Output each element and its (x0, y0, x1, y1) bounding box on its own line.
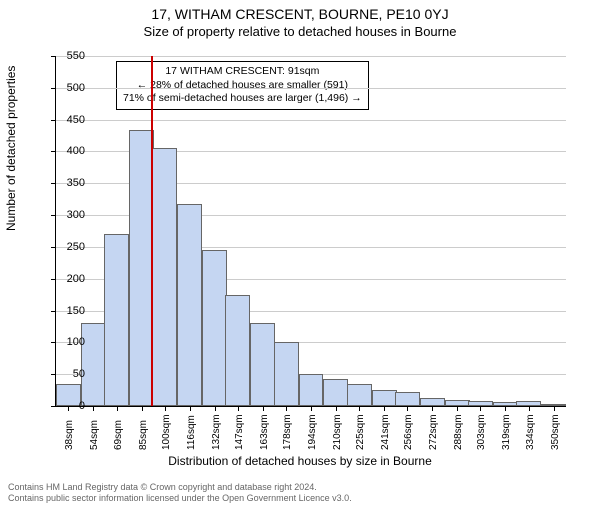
ytick-label: 50 (55, 368, 85, 380)
xtick-mark (190, 406, 191, 411)
xtick-label: 132sqm (211, 414, 222, 450)
property-marker-line (151, 56, 153, 406)
xtick-mark (457, 406, 458, 411)
xtick-label: 147sqm (234, 414, 245, 450)
xtick-mark (238, 406, 239, 411)
xtick-mark (215, 406, 216, 411)
xtick-mark (311, 406, 312, 411)
histogram-bar (299, 374, 324, 406)
ytick-label: 550 (55, 50, 85, 62)
xtick-mark (432, 406, 433, 411)
ytick-label: 0 (55, 400, 85, 412)
ytick-label: 150 (55, 305, 85, 317)
xtick-label: 163sqm (259, 414, 270, 450)
chart-subtitle: Size of property relative to detached ho… (0, 24, 600, 39)
footer-line1: Contains HM Land Registry data © Crown c… (8, 482, 352, 493)
histogram-bar (152, 148, 177, 406)
histogram-bar (202, 250, 227, 406)
ytick-label: 300 (55, 209, 85, 221)
xtick-mark (336, 406, 337, 411)
footer-attribution: Contains HM Land Registry data © Crown c… (8, 482, 352, 504)
ytick-label: 350 (55, 177, 85, 189)
xtick-mark (505, 406, 506, 411)
histogram-bar (420, 398, 445, 406)
xtick-label: 210sqm (332, 414, 343, 450)
histogram-bar (274, 342, 299, 406)
y-axis-label: Number of detached properties (4, 66, 18, 231)
xtick-mark (480, 406, 481, 411)
xtick-label: 69sqm (113, 420, 124, 450)
xtick-label: 38sqm (64, 420, 75, 450)
histogram-bar (104, 234, 129, 406)
xtick-label: 256sqm (403, 414, 414, 450)
xtick-mark (165, 406, 166, 411)
xtick-mark (529, 406, 530, 411)
xtick-label: 334sqm (525, 414, 536, 450)
xtick-label: 241sqm (380, 414, 391, 450)
xtick-mark (384, 406, 385, 411)
histogram-bar (395, 392, 420, 406)
ytick-label: 500 (55, 82, 85, 94)
xtick-label: 319sqm (501, 414, 512, 450)
xtick-label: 85sqm (138, 420, 149, 450)
xtick-label: 225sqm (355, 414, 366, 450)
histogram-bar (177, 204, 202, 406)
histogram-bar (323, 379, 348, 406)
xtick-label: 54sqm (89, 420, 100, 450)
annotation-box: 17 WITHAM CRESCENT: 91sqm ← 28% of detac… (116, 61, 369, 110)
ytick-label: 400 (55, 145, 85, 157)
histogram-bar (225, 295, 250, 406)
xtick-mark (407, 406, 408, 411)
xtick-label: 350sqm (550, 414, 561, 450)
gridline (56, 56, 566, 57)
x-axis-label: Distribution of detached houses by size … (0, 454, 600, 468)
ytick-label: 250 (55, 241, 85, 253)
gridline (56, 120, 566, 121)
xtick-label: 272sqm (428, 414, 439, 450)
ytick-label: 450 (55, 114, 85, 126)
histogram-bar (372, 390, 397, 406)
annotation-line1: 17 WITHAM CRESCENT: 91sqm (123, 65, 362, 79)
xtick-label: 100sqm (161, 414, 172, 450)
annotation-line3: 71% of semi-detached houses are larger (… (123, 92, 362, 106)
chart-container: 17, WITHAM CRESCENT, BOURNE, PE10 0YJ Si… (0, 6, 600, 506)
xtick-label: 288sqm (453, 414, 464, 450)
xtick-label: 303sqm (476, 414, 487, 450)
xtick-mark (142, 406, 143, 411)
xtick-mark (286, 406, 287, 411)
plot-area: 17 WITHAM CRESCENT: 91sqm ← 28% of detac… (55, 56, 566, 407)
xtick-label: 178sqm (282, 414, 293, 450)
histogram-bar (347, 384, 372, 406)
xtick-label: 116sqm (186, 415, 197, 450)
chart-title: 17, WITHAM CRESCENT, BOURNE, PE10 0YJ (0, 6, 600, 22)
annotation-line2: ← 28% of detached houses are smaller (59… (123, 79, 362, 93)
ytick-label: 200 (55, 273, 85, 285)
histogram-bar (250, 323, 275, 406)
ytick-label: 100 (55, 336, 85, 348)
xtick-mark (263, 406, 264, 411)
gridline (56, 88, 566, 89)
xtick-mark (117, 406, 118, 411)
xtick-mark (554, 406, 555, 411)
footer-line2: Contains public sector information licen… (8, 493, 352, 504)
xtick-mark (93, 406, 94, 411)
xtick-label: 194sqm (307, 414, 318, 450)
xtick-mark (359, 406, 360, 411)
